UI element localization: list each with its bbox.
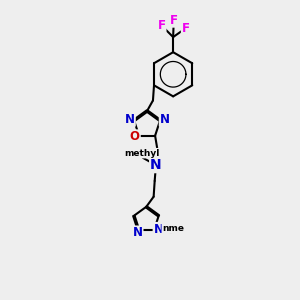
Text: N: N	[125, 113, 135, 126]
Text: N: N	[160, 113, 170, 126]
Text: N: N	[150, 158, 162, 172]
Text: F: F	[158, 19, 166, 32]
Text: nme: nme	[162, 224, 184, 233]
Text: O: O	[130, 130, 140, 143]
Text: methyl: methyl	[124, 149, 160, 158]
Text: N: N	[133, 226, 142, 239]
Text: N: N	[154, 223, 164, 236]
Text: F: F	[182, 22, 190, 35]
Text: F: F	[170, 14, 178, 27]
